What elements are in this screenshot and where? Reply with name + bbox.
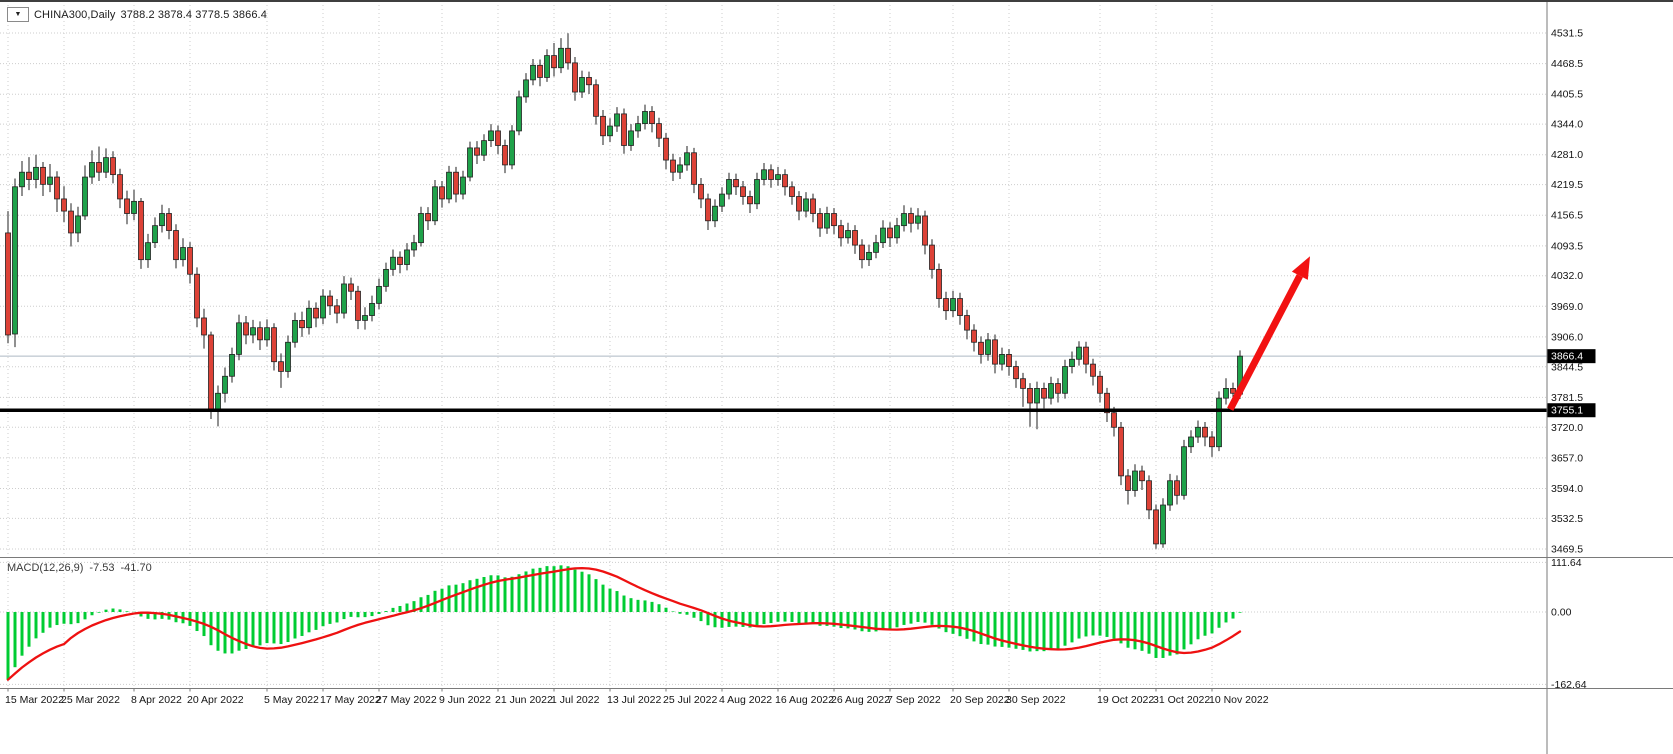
svg-text:9 Jun 2022: 9 Jun 2022: [439, 694, 491, 706]
candles-layer: [5, 33, 1243, 549]
svg-text:13 Jul 2022: 13 Jul 2022: [607, 694, 661, 706]
svg-text:3594.0: 3594.0: [1551, 483, 1583, 495]
svg-text:10 Nov 2022: 10 Nov 2022: [1209, 694, 1269, 706]
symbol-ohlc-label: CHINA300,Daily 3788.2 3878.4 3778.5 3866.…: [34, 9, 267, 21]
svg-text:7 Sep 2022: 7 Sep 2022: [887, 694, 941, 706]
svg-text:20 Sep 2022: 20 Sep 2022: [950, 694, 1010, 706]
symbol-name: CHINA300,Daily: [34, 8, 116, 21]
svg-text:15 Mar 2022: 15 Mar 2022: [5, 694, 64, 706]
svg-text:5 May 2022: 5 May 2022: [264, 694, 319, 706]
svg-text:21 Jun 2022: 21 Jun 2022: [495, 694, 553, 706]
svg-text:3755.1: 3755.1: [1551, 405, 1583, 417]
svg-text:4032.0: 4032.0: [1551, 270, 1583, 282]
gridlines: [0, 5, 1547, 689]
svg-text:4156.5: 4156.5: [1551, 210, 1583, 222]
svg-text:3532.5: 3532.5: [1551, 513, 1583, 525]
svg-text:1 Jul 2022: 1 Jul 2022: [551, 694, 600, 706]
svg-text:20 Apr 2022: 20 Apr 2022: [187, 694, 244, 706]
svg-text:3866.4: 3866.4: [1551, 351, 1583, 363]
svg-text:3469.5: 3469.5: [1551, 544, 1583, 556]
svg-text:3657.0: 3657.0: [1551, 452, 1583, 464]
svg-text:4281.0: 4281.0: [1551, 149, 1583, 161]
svg-text:4344.0: 4344.0: [1551, 119, 1583, 131]
svg-text:26 Aug 2022: 26 Aug 2022: [831, 694, 890, 706]
macd-name: MACD(12,26,9): [7, 562, 84, 574]
svg-text:3906.0: 3906.0: [1551, 331, 1583, 343]
macd-indicator-label: MACD(12,26,9) -7.53 -41.70: [7, 562, 152, 574]
symbol-dropdown-button[interactable]: ▼: [7, 7, 29, 22]
macd-signal-value: -41.70: [120, 562, 152, 574]
svg-text:8 Apr 2022: 8 Apr 2022: [131, 694, 182, 706]
svg-text:4219.5: 4219.5: [1551, 179, 1583, 191]
svg-text:-162.64: -162.64: [1551, 679, 1587, 691]
price-axis[interactable]: 4531.5 4468.5 4405.5 4344.0 4281.0 4219.5 4156…: [1551, 28, 1587, 691]
svg-text:4093.5: 4093.5: [1551, 240, 1583, 252]
svg-text:30 Sep 2022: 30 Sep 2022: [1006, 694, 1066, 706]
svg-text:0.00: 0.00: [1551, 607, 1572, 619]
svg-text:4468.5: 4468.5: [1551, 58, 1583, 70]
svg-text:3720.0: 3720.0: [1551, 422, 1583, 434]
svg-text:25 Mar 2022: 25 Mar 2022: [61, 694, 120, 706]
svg-text:4531.5: 4531.5: [1551, 28, 1583, 40]
macd-pane: [6, 565, 1242, 681]
macd-signal-line: [6, 566, 1242, 681]
svg-text:4 Aug 2022: 4 Aug 2022: [719, 694, 772, 706]
macd-histogram: [6, 565, 1242, 680]
chevron-down-icon: ▼: [14, 11, 22, 18]
svg-text:3969.0: 3969.0: [1551, 301, 1583, 313]
svg-text:4405.5: 4405.5: [1551, 89, 1583, 101]
svg-text:3844.5: 3844.5: [1551, 361, 1583, 373]
support-price-badge: 3755.1: [1547, 403, 1596, 418]
svg-text:16 Aug 2022: 16 Aug 2022: [775, 694, 834, 706]
ohlc-values: 3788.2 3878.4 3778.5 3866.4: [120, 8, 267, 21]
macd-main-value: -7.53: [89, 562, 115, 574]
svg-text:31 Oct 2022: 31 Oct 2022: [1153, 694, 1210, 706]
svg-text:111.64: 111.64: [1551, 557, 1582, 569]
svg-text:19 Oct 2022: 19 Oct 2022: [1097, 694, 1154, 706]
symbol-info-bar: ▼ CHINA300,Daily 3788.2 3878.4 3778.5 386…: [7, 7, 267, 22]
svg-text:17 May 2022: 17 May 2022: [320, 694, 381, 706]
svg-text:27 May 2022: 27 May 2022: [376, 694, 437, 706]
svg-text:25 Jul 2022: 25 Jul 2022: [663, 694, 717, 706]
trend-arrow[interactable]: [1227, 256, 1310, 411]
svg-text:3781.5: 3781.5: [1551, 392, 1583, 404]
current-price-badge: 3866.4: [1547, 349, 1596, 364]
